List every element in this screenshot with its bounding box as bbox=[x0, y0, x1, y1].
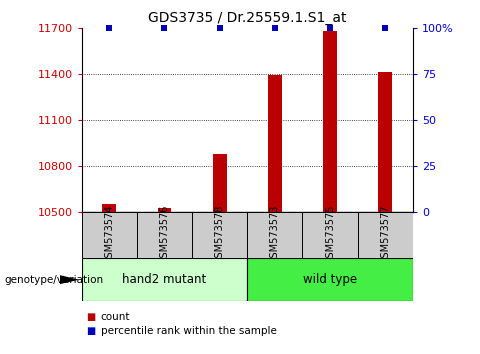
Bar bbox=[378, 72, 392, 212]
Bar bbox=[358, 212, 413, 258]
Text: GSM573574: GSM573574 bbox=[104, 205, 114, 264]
Polygon shape bbox=[60, 275, 79, 284]
Bar bbox=[268, 75, 282, 212]
Bar bbox=[247, 212, 302, 258]
Text: GSM573578: GSM573578 bbox=[215, 205, 225, 264]
Text: GSM573576: GSM573576 bbox=[159, 205, 169, 264]
Text: GSM573577: GSM573577 bbox=[380, 205, 390, 264]
Text: genotype/variation: genotype/variation bbox=[5, 275, 104, 285]
Bar bbox=[82, 258, 247, 301]
Text: count: count bbox=[101, 312, 130, 322]
Text: GSM573573: GSM573573 bbox=[270, 205, 280, 264]
Text: hand2 mutant: hand2 mutant bbox=[122, 273, 206, 286]
Text: percentile rank within the sample: percentile rank within the sample bbox=[101, 326, 276, 336]
Text: ■: ■ bbox=[86, 326, 96, 336]
Bar bbox=[247, 258, 413, 301]
Bar bbox=[82, 212, 137, 258]
Bar bbox=[323, 32, 337, 212]
Text: ■: ■ bbox=[86, 312, 96, 322]
Bar bbox=[137, 212, 192, 258]
Text: GSM573575: GSM573575 bbox=[325, 205, 335, 264]
Bar bbox=[192, 212, 247, 258]
Bar bbox=[213, 154, 227, 212]
Bar bbox=[102, 204, 116, 212]
Bar bbox=[157, 208, 171, 212]
Text: wild type: wild type bbox=[303, 273, 357, 286]
Bar bbox=[302, 212, 358, 258]
Title: GDS3735 / Dr.25559.1.S1_at: GDS3735 / Dr.25559.1.S1_at bbox=[148, 11, 347, 24]
